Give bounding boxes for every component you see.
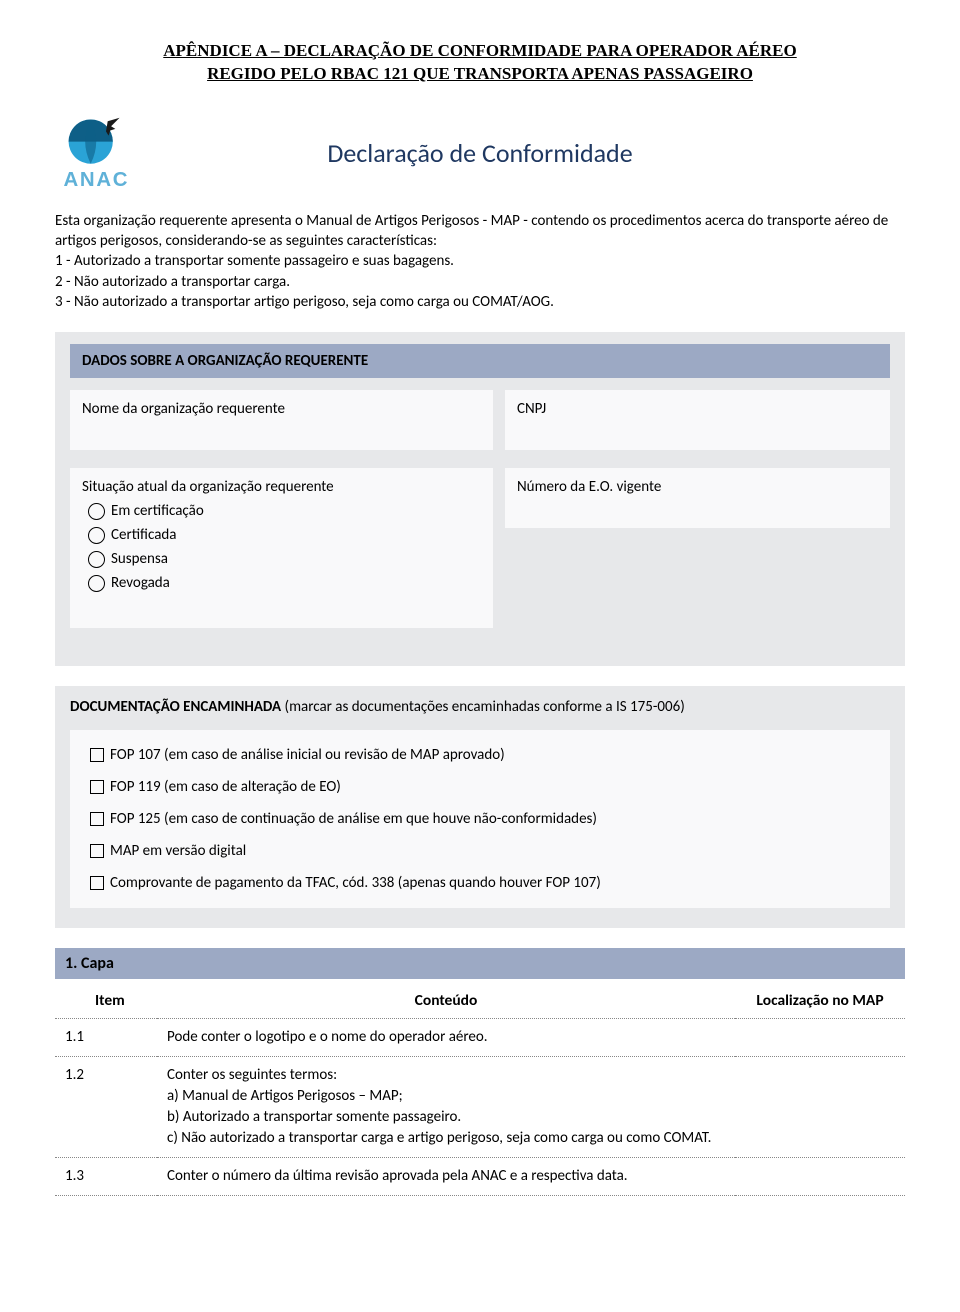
- radio-certificada[interactable]: Certificada: [82, 526, 481, 544]
- org-section: DADOS SOBRE A ORGANIZAÇÃO REQUERENTE Nom…: [55, 332, 905, 666]
- check-label: FOP 119 (em caso de alteração de EO): [110, 778, 341, 796]
- check-map-digital[interactable]: MAP em versão digital: [84, 842, 876, 860]
- col-item: Item: [55, 983, 157, 1019]
- intro-l1: 1 - Autorizado a transportar somente pas…: [55, 252, 454, 270]
- doc-section: DOCUMENTAÇÃO ENCAMINHADA (marcar as docu…: [55, 686, 905, 928]
- check-label: FOP 107 (em caso de análise inicial ou r…: [110, 746, 505, 764]
- radio-label: Revogada: [111, 574, 170, 592]
- check-label: FOP 125 (em caso de continuação de análi…: [110, 810, 597, 828]
- radio-suspensa[interactable]: Suspensa: [82, 550, 481, 568]
- situacao-cell: Situação atual da organização requerente…: [70, 468, 493, 628]
- intro-text: Esta organização requerente apresenta o …: [55, 211, 905, 312]
- intro-l3: 3 - Não autorizado a transportar artigo …: [55, 293, 554, 311]
- row-loc[interactable]: [735, 1019, 905, 1057]
- col-loc: Localização no MAP: [735, 983, 905, 1019]
- row-num: 1.2: [55, 1057, 157, 1158]
- check-label: MAP em versão digital: [110, 842, 246, 860]
- org-row-2: Situação atual da organização requerente…: [70, 468, 890, 628]
- cnpj-label: CNPJ: [517, 400, 546, 418]
- table-header-row: Item Conteúdo Localização no MAP: [55, 983, 905, 1019]
- checkbox-icon: [90, 812, 104, 826]
- table-row: 1.3 Conter o número da última revisão ap…: [55, 1158, 905, 1196]
- table-row: 1.1 Pode conter o logotipo e o nome do o…: [55, 1019, 905, 1057]
- row-content: Conter o número da última revisão aprova…: [157, 1158, 735, 1196]
- row-loc[interactable]: [735, 1158, 905, 1196]
- checkbox-icon: [90, 844, 104, 858]
- situacao-label: Situação atual da organização requerente: [82, 478, 334, 496]
- capa-table: Item Conteúdo Localização no MAP 1.1 Pod…: [55, 983, 905, 1196]
- check-fop125[interactable]: FOP 125 (em caso de continuação de análi…: [84, 810, 876, 828]
- radio-icon: [88, 575, 105, 592]
- col-conteudo: Conteúdo: [157, 983, 735, 1019]
- radio-revogada[interactable]: Revogada: [82, 574, 481, 592]
- row-num: 1.1: [55, 1019, 157, 1057]
- table-row: 1.2 Conter os seguintes termos: a) Manua…: [55, 1057, 905, 1158]
- nome-cell[interactable]: Nome da organização requerente: [70, 390, 493, 450]
- anac-logo-svg: ANAC: [55, 111, 140, 196]
- numero-eo-cell[interactable]: Número da E.O. vigente: [505, 468, 890, 528]
- capa-header: 1. Capa: [55, 948, 905, 979]
- header-line2: REGIDO PELO RBAC 121 QUE TRANSPORTA APEN…: [207, 64, 753, 83]
- radio-icon: [88, 503, 105, 520]
- header-line1: APÊNDICE A – DECLARAÇÃO DE CONFORMIDADE …: [163, 41, 796, 60]
- checkbox-icon: [90, 748, 104, 762]
- radio-em-certificacao[interactable]: Em certificação: [82, 502, 481, 520]
- numero-eo-label: Número da E.O. vigente: [517, 478, 661, 496]
- row-loc[interactable]: [735, 1057, 905, 1158]
- org-section-title: DADOS SOBRE A ORGANIZAÇÃO REQUERENTE: [70, 344, 890, 378]
- doc-section-title: DOCUMENTAÇÃO ENCAMINHADA (marcar as docu…: [70, 698, 890, 716]
- check-fop107[interactable]: FOP 107 (em caso de análise inicial ou r…: [84, 746, 876, 764]
- main-title: Declaração de Conformidade: [140, 137, 905, 169]
- radio-label: Suspensa: [111, 550, 168, 568]
- check-fop119[interactable]: FOP 119 (em caso de alteração de EO): [84, 778, 876, 796]
- check-label: Comprovante de pagamento da TFAC, cód. 3…: [110, 874, 601, 892]
- row-content: Pode conter o logotipo e o nome do opera…: [157, 1019, 735, 1057]
- row-num: 1.3: [55, 1158, 157, 1196]
- doc-title-rest: (marcar as documentações encaminhadas co…: [281, 698, 685, 716]
- nome-label: Nome da organização requerente: [82, 400, 285, 418]
- intro-l2: 2 - Não autorizado a transportar carga.: [55, 273, 290, 291]
- org-row-1: Nome da organização requerente CNPJ: [70, 390, 890, 450]
- title-row: ANAC Declaração de Conformidade: [55, 111, 905, 196]
- checkbox-icon: [90, 876, 104, 890]
- checkbox-icon: [90, 780, 104, 794]
- intro-p1: Esta organização requerente apresenta o …: [55, 212, 888, 250]
- radio-label: Em certificação: [111, 502, 204, 520]
- radio-icon: [88, 527, 105, 544]
- radio-icon: [88, 551, 105, 568]
- row-content: Conter os seguintes termos: a) Manual de…: [157, 1057, 735, 1158]
- anac-logo: ANAC: [55, 111, 140, 196]
- check-tfac[interactable]: Comprovante de pagamento da TFAC, cód. 3…: [84, 874, 876, 892]
- doc-title-bold: DOCUMENTAÇÃO ENCAMINHADA: [70, 698, 281, 716]
- cnpj-cell[interactable]: CNPJ: [505, 390, 890, 450]
- appendix-header: APÊNDICE A – DECLARAÇÃO DE CONFORMIDADE …: [55, 40, 905, 86]
- capa-tbody: 1.1 Pode conter o logotipo e o nome do o…: [55, 1019, 905, 1196]
- doc-checkbox-box: FOP 107 (em caso de análise inicial ou r…: [70, 730, 890, 908]
- radio-label: Certificada: [111, 526, 176, 544]
- svg-text:ANAC: ANAC: [64, 169, 130, 191]
